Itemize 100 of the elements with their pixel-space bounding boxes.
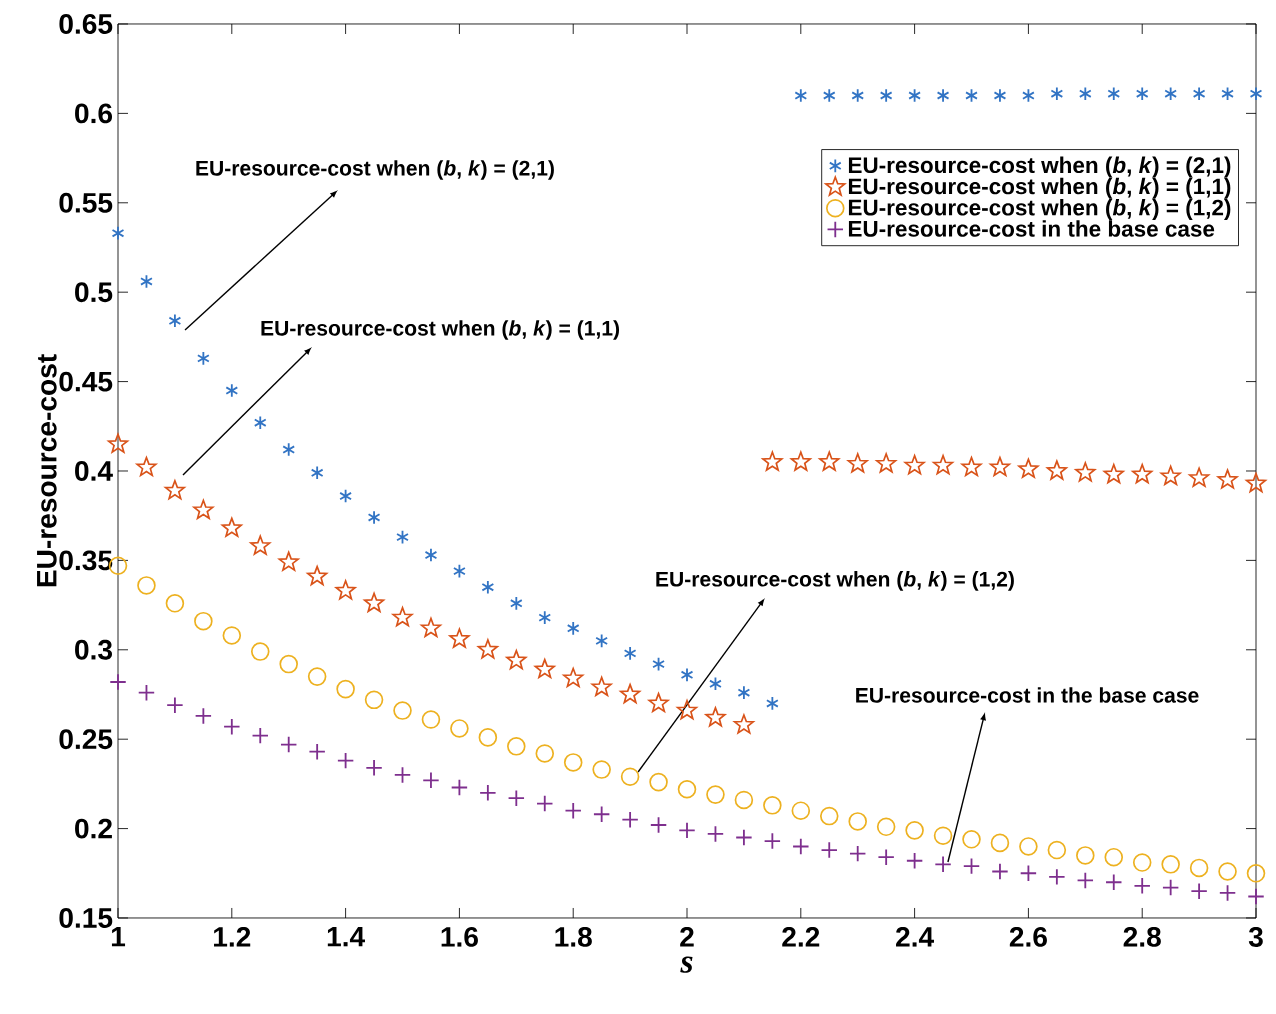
- point: [168, 313, 182, 329]
- point: [538, 610, 552, 625]
- point: [705, 707, 726, 727]
- point: [904, 454, 925, 475]
- point: [1076, 871, 1094, 890]
- point: [396, 529, 409, 545]
- point: [1047, 840, 1067, 860]
- point: [936, 88, 950, 103]
- point: [1249, 86, 1263, 101]
- point: [534, 658, 555, 679]
- y-tick-label: 0.55: [59, 192, 113, 213]
- point: [1018, 458, 1039, 479]
- y-tick-label: 0.25: [59, 729, 113, 750]
- point: [905, 821, 924, 840]
- point: [1103, 463, 1124, 484]
- point: [137, 684, 156, 702]
- point: [335, 580, 356, 600]
- point: [763, 832, 782, 850]
- x-tick-label: 1.2: [214, 926, 251, 947]
- point: [734, 790, 754, 810]
- point: [1046, 460, 1068, 480]
- point: [621, 810, 639, 829]
- point: [393, 701, 412, 720]
- point: [820, 841, 838, 859]
- point: [735, 828, 753, 847]
- point: [421, 710, 441, 729]
- point: [678, 821, 696, 840]
- point: [250, 535, 271, 555]
- point: [792, 837, 810, 856]
- y-tick-label: 0.35: [59, 550, 113, 571]
- point: [422, 771, 440, 789]
- point: [765, 696, 779, 711]
- point: [965, 88, 978, 103]
- point: [1192, 86, 1206, 101]
- x-tick-label: 1.6: [441, 926, 478, 947]
- point: [1218, 862, 1237, 881]
- legend-label: EU-resource-cost in the base case: [848, 220, 1215, 237]
- point: [652, 656, 665, 672]
- point: [762, 451, 783, 471]
- y-tick-label: 0.15: [59, 908, 113, 928]
- point: [1217, 469, 1238, 489]
- point: [453, 563, 466, 579]
- y-tick-label: 0.6: [75, 103, 113, 124]
- point: [1246, 864, 1266, 883]
- point: [1050, 86, 1064, 101]
- point: [848, 812, 867, 831]
- x-tick-label: 2: [680, 926, 694, 947]
- x-axis-title: s: [680, 956, 693, 973]
- x-tick-label: 2.6: [1009, 926, 1047, 947]
- point: [620, 767, 640, 787]
- point: [392, 606, 413, 627]
- point: [506, 649, 527, 670]
- point: [676, 699, 698, 720]
- y-axis-title: EU-resource-cost: [37, 354, 57, 587]
- annotation: EU-resource-cost when (b, k) = (1,2): [656, 571, 1014, 591]
- point: [307, 667, 327, 686]
- point: [595, 633, 609, 649]
- x-tick-label: 3: [1248, 926, 1263, 947]
- point: [1075, 462, 1096, 482]
- point: [367, 510, 381, 525]
- annotation: EU-resource-cost when (b, k) = (1,1): [261, 320, 620, 340]
- point: [250, 642, 270, 661]
- x-tick-label: 2.2: [782, 926, 820, 947]
- point: [851, 88, 865, 103]
- point: [336, 679, 355, 699]
- point: [478, 728, 498, 747]
- point: [619, 683, 641, 704]
- point: [790, 451, 812, 471]
- point: [1104, 847, 1124, 867]
- point: [365, 759, 383, 777]
- annotation: EU-resource-cost when (b, k) = (2,1): [196, 160, 554, 180]
- point: [680, 667, 694, 683]
- point: [251, 726, 269, 745]
- point: [280, 735, 298, 754]
- point: [934, 855, 952, 873]
- legend-label: EU-resource-cost when (b, k) = (1,1): [848, 177, 1231, 199]
- point: [962, 857, 981, 875]
- x-tick-label: 1.8: [555, 926, 592, 947]
- point: [1132, 463, 1153, 484]
- point: [481, 579, 495, 595]
- point: [194, 611, 213, 631]
- point: [536, 794, 554, 813]
- point: [164, 479, 186, 500]
- point: [849, 844, 867, 863]
- x-tick-label: 1.4: [327, 926, 365, 947]
- point: [933, 826, 953, 846]
- point: [794, 88, 808, 103]
- point: [1019, 864, 1038, 882]
- point: [1164, 86, 1178, 101]
- point: [308, 743, 326, 761]
- point: [196, 351, 210, 366]
- point: [733, 714, 755, 734]
- point: [879, 88, 893, 103]
- point: [1247, 887, 1265, 906]
- point: [393, 766, 412, 784]
- point: [1218, 884, 1237, 902]
- x-tick-label: 2.4: [896, 926, 934, 947]
- y-tick-label: 0.2: [75, 818, 112, 839]
- point: [990, 833, 1010, 853]
- point: [279, 654, 298, 674]
